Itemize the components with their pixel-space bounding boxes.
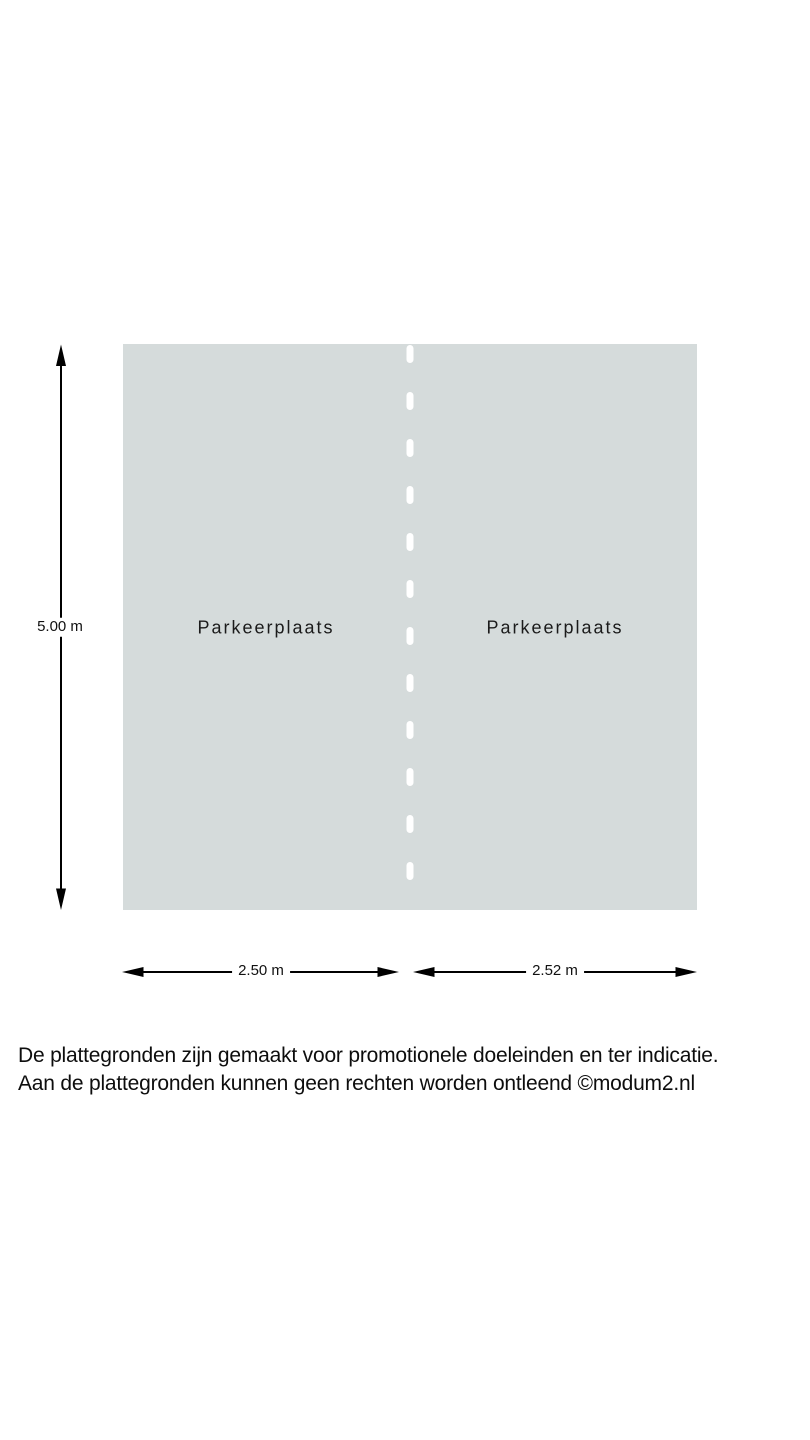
arrowhead-right bbox=[675, 967, 697, 977]
parking-space-label-left: Parkeerplaats bbox=[197, 617, 335, 638]
arrowhead-right bbox=[377, 967, 399, 977]
arrowhead-left bbox=[413, 967, 435, 977]
arrowhead-left bbox=[122, 967, 144, 977]
right-width-dimension-label: 2.52 m bbox=[526, 961, 584, 981]
left-width-dimension-label: 2.50 m bbox=[232, 961, 290, 981]
parking-space-label-right: Parkeerplaats bbox=[486, 617, 624, 638]
arrowhead-down bbox=[56, 888, 66, 910]
disclaimer-line-2: Aan de plattegronden kunnen geen rechten… bbox=[18, 1072, 695, 1095]
disclaimer-line-1: De plattegronden zijn gemaakt voor promo… bbox=[18, 1044, 719, 1067]
disclaimer-text: De plattegronden zijn gemaakt voor promo… bbox=[18, 1042, 798, 1098]
arrowhead-up bbox=[56, 344, 66, 366]
height-dimension-label: 5.00 m bbox=[35, 617, 85, 637]
